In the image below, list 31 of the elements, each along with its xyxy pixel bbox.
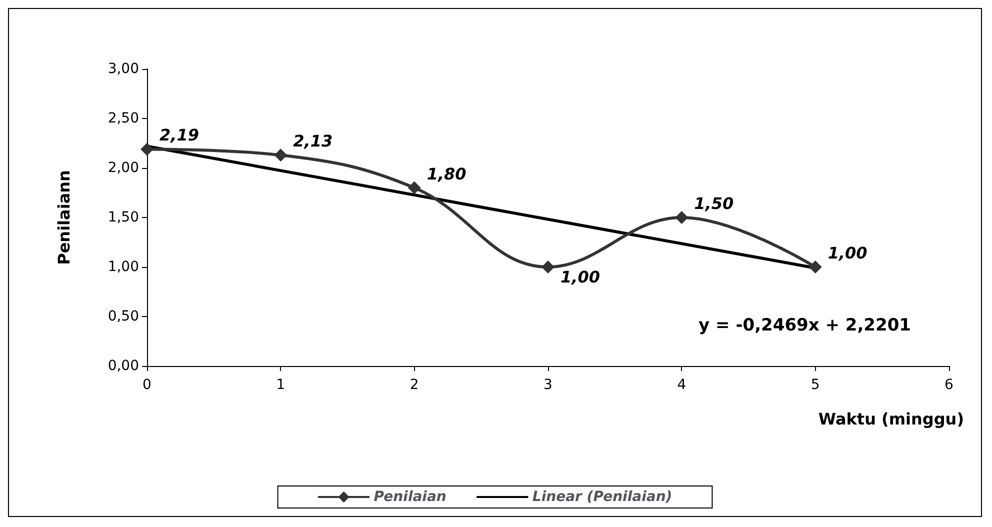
x-tick-label: 0 bbox=[142, 377, 152, 393]
point bbox=[274, 148, 288, 162]
y-axis-title: Penilaiann bbox=[54, 170, 74, 265]
point bbox=[808, 260, 822, 274]
point bbox=[675, 211, 688, 224]
y-tick-label: 2,50 bbox=[108, 110, 139, 126]
y-tick-label: 1,00 bbox=[108, 259, 139, 275]
data-label: 2,19 bbox=[160, 126, 199, 145]
y-tick-label: 2,00 bbox=[108, 160, 139, 176]
x-tick-label: 5 bbox=[810, 377, 820, 393]
data-label: 2,13 bbox=[293, 132, 333, 151]
x-tick-label: 3 bbox=[544, 377, 552, 393]
x-tick-label: 6 bbox=[944, 377, 954, 393]
point bbox=[140, 142, 154, 156]
data-label: 1,80 bbox=[426, 164, 466, 184]
point bbox=[542, 260, 554, 274]
x-tick-label: 4 bbox=[677, 377, 686, 393]
legend-label: Penilaian bbox=[374, 489, 446, 505]
y-tick-label: 0,50 bbox=[108, 308, 139, 324]
x-tick-label: 1 bbox=[276, 377, 286, 393]
legend-label: Linear (Penilaian) bbox=[532, 489, 672, 505]
data-label: 1,00 bbox=[560, 268, 600, 286]
point bbox=[408, 181, 421, 194]
data-label: 1,50 bbox=[694, 194, 734, 213]
x-axis-title: Waktu (minggu) bbox=[818, 410, 964, 428]
data-label: 1,00 bbox=[828, 244, 868, 262]
y-tick-label: 0,00 bbox=[108, 358, 139, 374]
y-tick-label: 3,00 bbox=[108, 61, 139, 77]
y-tick-label: 1,50 bbox=[108, 210, 139, 226]
annotation: y = -0,2469x + 2,2201 bbox=[698, 316, 911, 336]
x-tick-label: 2 bbox=[410, 377, 419, 393]
